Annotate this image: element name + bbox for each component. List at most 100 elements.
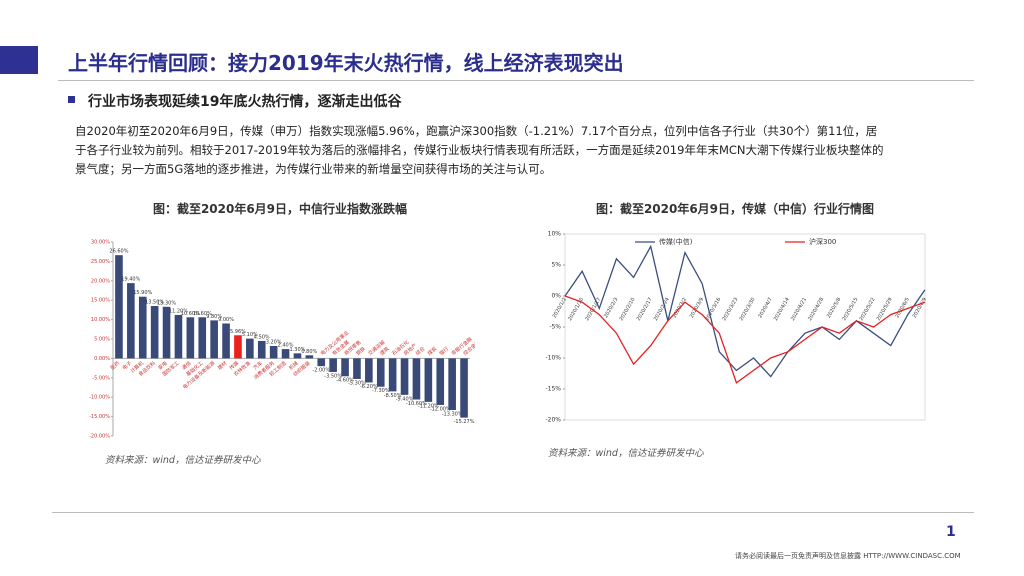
value-label: -12.00%: [430, 406, 451, 412]
bar: [448, 358, 456, 411]
value-label: -6.20%: [360, 384, 378, 390]
footer: 请务必阅读最后一页免责声明及信息披露 HTTP://WWW.CINDASC.CO…: [735, 551, 961, 561]
bar: [174, 314, 183, 359]
x-tick-label: 银行: [438, 345, 450, 357]
value-label: 2.40%: [278, 343, 294, 349]
value-label: 26.60%: [109, 249, 128, 255]
x-tick-label: 传媒: [228, 360, 240, 372]
source-note: 资料来源：wind，信达证券研发中心: [548, 448, 704, 459]
value-label: -4.60%: [336, 378, 354, 384]
x-tick-label: 汽车: [252, 360, 264, 372]
bar: [150, 306, 159, 359]
value-label: 13.50%: [145, 300, 164, 306]
x-tick-label: 煤炭: [426, 345, 438, 357]
value-label: -8.50%: [384, 393, 402, 399]
y-tick-label: -20%: [545, 417, 561, 424]
bar: [329, 358, 337, 372]
legend-label: 沪深300: [809, 237, 836, 246]
bar: [460, 358, 468, 418]
y-tick-label: -5.00%: [92, 375, 110, 381]
bar: [127, 283, 135, 359]
bar: [376, 358, 385, 387]
x-tick-label: 家电: [157, 360, 169, 372]
paragraph: 自2020年初至2020年6月9日，传媒（申万）指数实现涨幅5.96%，跑赢沪深…: [75, 124, 884, 176]
x-tick-label: 2020/2/10: [619, 297, 637, 322]
footer-rule: [52, 512, 974, 513]
x-tick-label: 2020/5/8: [826, 297, 842, 319]
bar: [234, 335, 242, 359]
bar: [269, 345, 278, 359]
y-tick-label: -5%: [549, 324, 561, 331]
bar: [293, 353, 302, 359]
x-tick-label: 电子: [121, 360, 133, 372]
x-tick-label: 钢铁: [355, 345, 367, 357]
value-label: 5.96%: [230, 329, 246, 335]
value-label: 15.90%: [133, 290, 152, 296]
y-tick-label: -10%: [545, 355, 561, 362]
x-tick-label: 2020/4/7: [757, 297, 773, 319]
x-tick-label: 2020/3/30: [739, 297, 757, 322]
y-tick-label: -15%: [545, 386, 561, 393]
x-tick-label: 机械: [288, 360, 300, 372]
value-label: 10.60%: [181, 311, 200, 317]
y-tick-label: 20.00%: [91, 278, 110, 284]
y-tick-label: 10%: [548, 231, 562, 238]
y-tick-label: -15.00%: [89, 414, 110, 420]
y-tick-label: 0%: [551, 293, 561, 300]
bar: [305, 355, 314, 359]
value-label: -13.30%: [442, 412, 463, 418]
x-tick-label: 2020/1/2: [552, 297, 568, 319]
bar-chart: 30.00% 25.00% 20.00% 15.00% 10.00% 5.00% 0.00%…: [89, 240, 475, 440]
y-tick-label: 5.00%: [94, 337, 110, 343]
bar: [436, 358, 445, 405]
bar: [186, 317, 195, 359]
value-label: -9.40%: [396, 396, 414, 402]
source-note: 资料来源：wind，信达证券研发中心: [105, 455, 261, 466]
y-tick-label: 10.00%: [91, 317, 110, 323]
bar: [281, 349, 290, 359]
bar: [210, 320, 218, 359]
series-line: [564, 295, 926, 384]
bar: [138, 296, 147, 359]
bar: [222, 323, 230, 359]
bar: [198, 317, 207, 359]
value-label: 19.40%: [121, 277, 140, 283]
bullet-marker: [68, 96, 75, 103]
y-tick-label: -10.00%: [89, 395, 110, 401]
chart-title: 图：截至2020年6月9日，中信行业指数涨跌幅: [152, 202, 408, 216]
header-rule: [58, 80, 974, 81]
y-tick-label: 15.00%: [91, 298, 110, 304]
y-tick-label: 30.00%: [91, 240, 110, 246]
x-tick-label: 2020/5/22: [859, 297, 877, 322]
bar: [424, 358, 433, 402]
value-label: 13.30%: [157, 300, 176, 306]
value-label: 3.20%: [266, 339, 282, 345]
x-tick-label: 2020/3/23: [721, 297, 739, 322]
value-label: 11.20%: [169, 308, 188, 314]
page-number: 1: [946, 524, 956, 540]
disclaimer: 请务必阅读最后一页免责声明及信息披露: [735, 552, 861, 560]
footer-url: HTTP://WWW.CINDASC.COM: [863, 552, 961, 560]
bar: [353, 358, 361, 379]
x-tick-label: 综合: [414, 345, 426, 357]
value-label: 1.30%: [290, 347, 306, 353]
page-title: 上半年行情回顾：接力2019年末火热行情，线上经济表现突出: [68, 51, 624, 75]
bar: [257, 340, 266, 359]
value-label: -10.60%: [406, 401, 427, 407]
y-tick-label: 0.00%: [94, 356, 110, 362]
value-label: 4.50%: [254, 334, 270, 340]
value-label: -7.30%: [372, 388, 390, 394]
y-tick-label: 25.00%: [91, 259, 110, 265]
legend-label: 传媒(中信): [659, 237, 693, 246]
value-label: 10.60%: [193, 311, 212, 317]
y-tick-label: 5%: [551, 262, 561, 269]
bar: [388, 358, 397, 392]
value-label: -2.00%: [312, 368, 330, 374]
x-tick-label: 通信: [180, 360, 192, 372]
value-label: -15.27%: [454, 419, 475, 425]
y-tick-label: -20.00%: [89, 434, 110, 440]
value-label: -11.20%: [418, 403, 439, 409]
x-tick-label: 2020/4/14: [773, 297, 791, 322]
header-block: [0, 46, 38, 74]
